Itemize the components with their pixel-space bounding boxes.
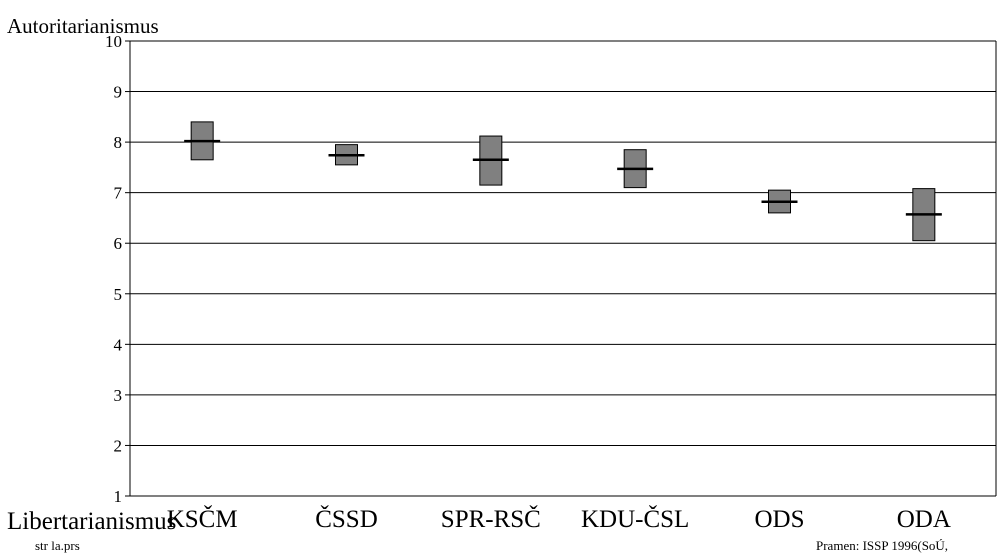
- y-tick-label-1: 1: [114, 487, 123, 506]
- category-label-1: ČSSD: [315, 505, 378, 533]
- y-tick-label-10: 10: [105, 32, 122, 51]
- y-tick-label-4: 4: [114, 335, 123, 354]
- y-tick-layer: 1 2 3 4 5 6 7 8 9 10: [105, 32, 123, 506]
- y-tick-label-7: 7: [114, 184, 123, 203]
- bottom-axis-label: Libertarianismus: [7, 508, 177, 535]
- y-tick-label-2: 2: [114, 436, 123, 455]
- category-label-3: KDU-ČSL: [581, 505, 689, 533]
- y-tick-label-3: 3: [114, 386, 123, 405]
- grid-layer: [130, 40, 996, 497]
- y-tick-label-5: 5: [114, 285, 123, 304]
- x-label-layer: KSČM ČSSD SPR-RSČ KDU-ČSL ODS ODA: [167, 505, 951, 533]
- y-tick-label-6: 6: [114, 234, 123, 253]
- axis-layer: [125, 40, 997, 497]
- category-label-5: ODA: [897, 506, 951, 533]
- y-tick-label-9: 9: [114, 83, 123, 102]
- box-layer: [184, 121, 942, 242]
- y-tick-label-8: 8: [114, 133, 123, 152]
- footer-source: Pramen: ISSP 1996(SoÚ,: [816, 538, 949, 553]
- category-label-2: SPR-RSČ: [441, 505, 541, 533]
- footer-filename: str la.prs: [35, 538, 80, 553]
- category-label-0: KSČM: [167, 505, 238, 533]
- top-axis-label: Autoritarianismus: [7, 14, 159, 38]
- category-label-4: ODS: [754, 506, 804, 533]
